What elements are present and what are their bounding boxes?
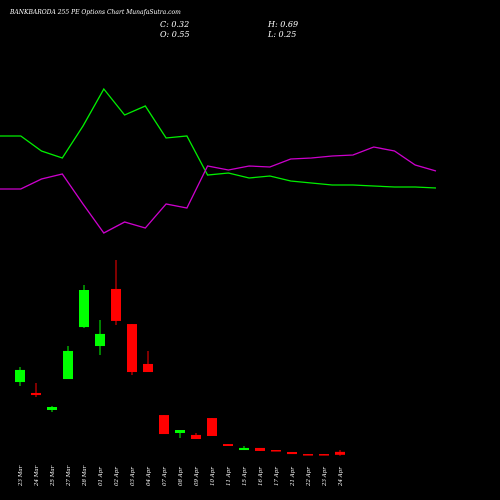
x-tick-label: 21 Apr [290,467,296,487]
candle-body [47,407,57,410]
x-tick-label: 10 Apr [210,467,216,486]
indicator-line [0,146,437,234]
x-tick-label: 16 Apr [258,467,264,486]
candle-body [191,434,201,439]
x-tick-label: 07 Apr [162,467,168,486]
x-tick-label: 24 Mar [34,465,40,487]
stat-high: H: 0.69 [267,20,298,29]
candle-body [15,369,25,383]
stat-close: C: 0.32 [160,20,189,29]
x-tick-label: 08 Apr [178,467,184,486]
x-tick-label: 09 Apr [194,467,200,486]
candle-body [79,290,89,328]
x-tick-label: 24 Apr [338,467,344,487]
x-tick-label: 23 Mar [18,465,24,487]
indicator-line [0,87,437,189]
candle-body [63,350,73,380]
x-tick-label: 01 Apr [98,467,104,486]
candle-body [239,447,249,451]
candle-body [159,415,169,435]
stat-low: L: 0.25 [267,30,296,39]
stat-open: O: 0.55 [160,30,190,39]
candle-body [287,451,297,455]
x-tick-label: 22 Apr [306,467,312,487]
x-tick-label: 11 Apr [226,467,232,486]
candle-body [111,288,121,321]
x-tick-label: 25 Mar [50,465,56,487]
x-tick-label: 17 Apr [274,467,280,486]
candle-body [303,454,313,456]
x-tick-label: 02 Apr [114,467,120,486]
candle-body [143,363,153,373]
candle-body [335,451,345,455]
candle-body [207,418,217,436]
x-tick-label: 15 Apr [242,467,248,486]
candle-body [223,444,233,446]
x-tick-label: 03 Apr [130,467,136,486]
chart-title: BANKBARODA 255 PE Options Chart MunafaSu… [9,9,181,16]
candle-body [319,454,329,456]
x-tick-label: 28 Mar [82,465,88,487]
candle-body [127,324,137,373]
candle-body [271,450,281,452]
candle-body [175,430,185,433]
x-tick-label: 23 Apr [322,467,328,487]
x-tick-label: 04 Apr [146,467,152,486]
candle-body [255,447,265,451]
x-tick-label: 27 Mar [66,465,72,487]
candle-body [31,392,41,396]
candle-body [95,333,105,347]
